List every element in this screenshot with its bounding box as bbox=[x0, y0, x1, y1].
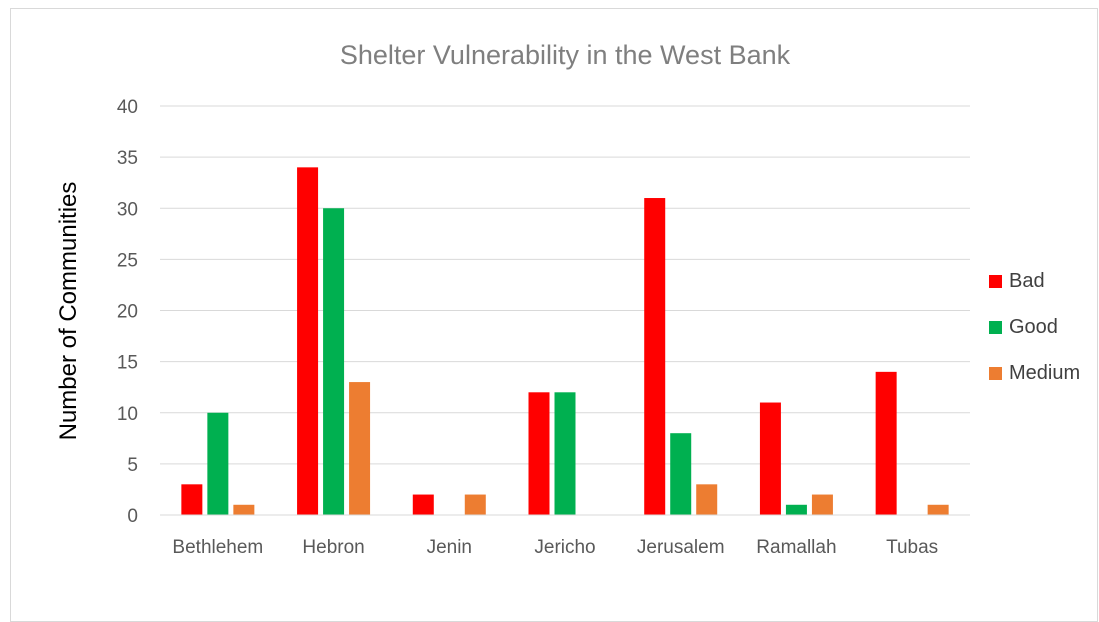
legend-swatch bbox=[989, 274, 1002, 288]
y-tick-label: 40 bbox=[117, 97, 138, 118]
x-tick-label: Jenin bbox=[427, 537, 472, 558]
x-tick-label: Ramallah bbox=[756, 537, 836, 558]
chart-frame bbox=[10, 8, 1098, 622]
bar-good-hebron bbox=[323, 208, 345, 515]
bar-medium-jerusalem bbox=[696, 484, 718, 515]
bar-good-jericho bbox=[554, 392, 576, 515]
bar-medium-ramallah bbox=[811, 494, 833, 515]
legend-swatch bbox=[989, 366, 1002, 380]
legend-item-bad: Bad bbox=[989, 258, 1080, 304]
bar-bad-ramallah bbox=[759, 402, 781, 515]
bar-good-jerusalem bbox=[670, 433, 692, 515]
bar-bad-tubas bbox=[875, 371, 897, 515]
x-tick-label: Hebron bbox=[302, 537, 364, 558]
bar-medium-tubas bbox=[927, 504, 949, 515]
y-tick-label: 15 bbox=[117, 353, 138, 374]
x-tick-label: Bethlehem bbox=[172, 537, 263, 558]
bar-bad-hebron bbox=[297, 167, 319, 515]
legend-swatch bbox=[989, 320, 1002, 334]
legend: Bad Good Medium bbox=[989, 258, 1080, 396]
y-tick-label: 5 bbox=[127, 455, 138, 476]
x-tick-label: Jericho bbox=[534, 537, 595, 558]
bar-bad-jericho bbox=[528, 392, 550, 515]
bar-bad-jenin bbox=[412, 494, 434, 515]
y-tick-label: 20 bbox=[117, 302, 138, 323]
bar-bad-jerusalem bbox=[644, 198, 666, 515]
bar-good-bethlehem bbox=[207, 412, 229, 515]
y-tick-label: 10 bbox=[117, 404, 138, 425]
x-tick-label: Tubas bbox=[886, 537, 938, 558]
bar-good-ramallah bbox=[785, 504, 807, 515]
bar-medium-hebron bbox=[349, 382, 371, 515]
chart-title: Shelter Vulnerability in the West Bank bbox=[339, 40, 791, 70]
bar-medium-jenin bbox=[464, 494, 486, 515]
bar-medium-bethlehem bbox=[233, 504, 255, 515]
legend-item-medium: Medium bbox=[989, 350, 1080, 396]
y-tick-label: 30 bbox=[117, 199, 138, 220]
legend-label: Medium bbox=[1009, 361, 1081, 384]
y-tick-label: 25 bbox=[117, 250, 138, 271]
bar-bad-bethlehem bbox=[181, 484, 203, 515]
y-tick-label: 35 bbox=[117, 148, 138, 169]
legend-label: Good bbox=[1009, 315, 1058, 338]
y-tick-label: 0 bbox=[127, 506, 138, 527]
x-tick-label: Jerusalem bbox=[637, 537, 725, 558]
legend-item-good: Good bbox=[989, 304, 1080, 350]
legend-label: Bad bbox=[1009, 269, 1045, 292]
